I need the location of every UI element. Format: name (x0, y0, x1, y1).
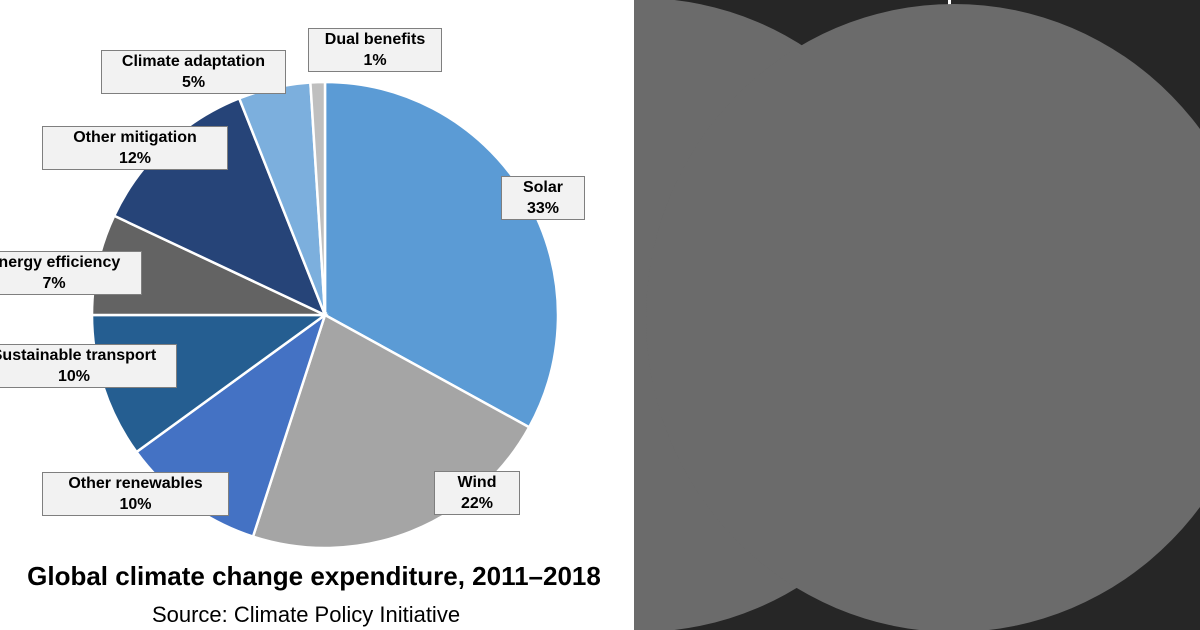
right-image-panel (634, 0, 1200, 630)
label-dual-benefits: Dual benefits 1% (308, 28, 442, 72)
chart-title: Global climate change expenditure, 2011–… (27, 561, 601, 591)
pie-chart (90, 80, 560, 550)
label-other-renewables: Other renewables 10% (42, 472, 229, 516)
half-disc-right (646, 4, 1200, 630)
label-energy-efficiency: Energy efficiency 7% (0, 251, 142, 295)
pie-chart-panel: Solar 33% Wind 22% Other renewables 10% … (0, 28, 601, 627)
label-other-mitigation: Other mitigation 12% (42, 126, 228, 170)
label-wind: Wind 22% (434, 471, 520, 515)
pie-slice-dual-benefits (309, 80, 327, 316)
label-sustainable-transport: Sustainable transport 10% (0, 344, 177, 388)
label-solar: Solar 33% (501, 176, 585, 220)
label-climate-adaptation: Climate adaptation 5% (101, 50, 286, 94)
chart-source: Source: Climate Policy Initiative (151, 602, 461, 627)
